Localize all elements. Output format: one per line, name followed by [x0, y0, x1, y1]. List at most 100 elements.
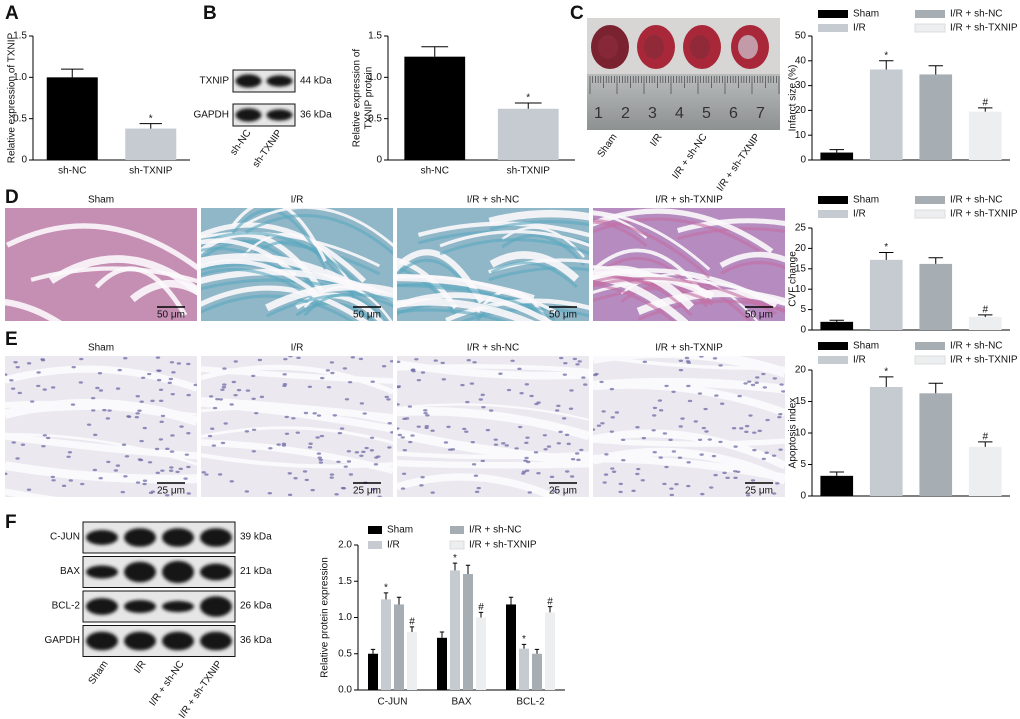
nucleus [611, 470, 617, 473]
legend-swatch [914, 355, 946, 365]
nucleus [169, 466, 174, 469]
nucleus [291, 417, 296, 420]
nucleus [745, 494, 751, 497]
y-tick-label: 30 [795, 80, 807, 91]
annotation: # [547, 596, 553, 607]
nucleus [183, 477, 188, 480]
nucleus [568, 407, 574, 410]
nucleus [416, 425, 421, 428]
nucleus [186, 432, 191, 435]
nucleus [640, 479, 645, 482]
micrograph-label: I/R [291, 343, 304, 354]
bar [407, 632, 417, 690]
x-tick-label: BAX [451, 697, 471, 708]
nucleus [343, 465, 348, 468]
nucleus [251, 428, 257, 431]
nucleus [686, 461, 691, 464]
tissue-gap [417, 221, 589, 238]
nucleus [469, 382, 475, 385]
nucleus [583, 383, 588, 386]
error-bar [514, 102, 542, 109]
nucleus [397, 385, 401, 388]
tissue-gap [593, 268, 778, 308]
heart-core [738, 35, 758, 59]
annotation: # [982, 98, 988, 109]
nucleus [481, 405, 486, 409]
nucleus [446, 425, 451, 429]
nucleus [15, 457, 20, 460]
nucleus [471, 463, 477, 466]
blot-label: BAX [60, 566, 80, 577]
nucleus [92, 468, 98, 472]
error-bar [465, 564, 471, 574]
nucleus [493, 443, 499, 446]
nucleus [320, 376, 325, 380]
nucleus [346, 460, 352, 463]
x-tick-label: C-JUN [378, 697, 408, 708]
nucleus [750, 479, 756, 482]
tissue-gap [593, 265, 711, 295]
micrograph-label: I/R [291, 195, 304, 206]
nucleus [669, 487, 674, 490]
nucleus [318, 461, 324, 464]
y-axis-label: Apoptosis index [788, 398, 799, 469]
nucleus [699, 356, 704, 358]
nucleus [158, 438, 164, 441]
heart-core [644, 35, 664, 59]
nucleus [561, 417, 567, 420]
nucleus [620, 438, 626, 442]
bar [532, 653, 542, 690]
lane-label: sh-TXNIP [251, 128, 285, 170]
blot-size: 44 kDa [300, 76, 332, 87]
nucleus [389, 360, 393, 363]
tissue-gap [94, 266, 188, 317]
nucleus [139, 439, 144, 443]
error-bar [139, 123, 162, 129]
legend-label: I/R [387, 540, 400, 551]
nucleus [317, 456, 322, 459]
nucleus [744, 430, 749, 434]
nucleus [117, 368, 122, 372]
nucleus [316, 452, 322, 455]
blot-band [86, 631, 118, 651]
nucleus [736, 470, 741, 473]
nucleus [443, 441, 449, 444]
nucleus [220, 441, 226, 445]
bar [545, 612, 555, 690]
x-tick-label: sh-NC [58, 166, 86, 177]
legend-label: I/R + sh-TXNIP [469, 540, 537, 551]
nucleus [123, 475, 128, 478]
y-tick-label: 1.5 [13, 31, 27, 42]
nucleus [329, 473, 335, 476]
blot-band [200, 596, 232, 617]
nucleus [478, 398, 483, 401]
nucleus [377, 495, 382, 497]
scale-label: 50 μm [745, 310, 773, 321]
nucleus [575, 363, 580, 366]
legend-label: I/R + sh-NC [950, 195, 1003, 206]
nucleus [536, 471, 541, 475]
legend-swatch [818, 342, 848, 350]
nucleus [390, 431, 393, 434]
nucleus [204, 473, 209, 476]
nucleus [631, 489, 636, 493]
nucleus [747, 380, 752, 383]
y-tick-label: 1.0 [368, 72, 382, 83]
nucleus [337, 431, 343, 435]
nucleus [218, 398, 224, 401]
nucleus [9, 379, 14, 382]
tissue-gap [593, 429, 785, 470]
nucleus [51, 479, 56, 482]
blot-band [86, 598, 118, 615]
nucleus [211, 444, 217, 447]
blot-band [235, 108, 262, 122]
nucleus [79, 357, 84, 361]
nucleus [155, 356, 161, 359]
photo-label: Sham [596, 132, 620, 160]
tissue-gap [201, 426, 393, 445]
nucleus [91, 409, 96, 412]
micrograph [201, 356, 393, 497]
blot-band [124, 561, 156, 583]
y-axis-label: CVF change [788, 251, 799, 307]
